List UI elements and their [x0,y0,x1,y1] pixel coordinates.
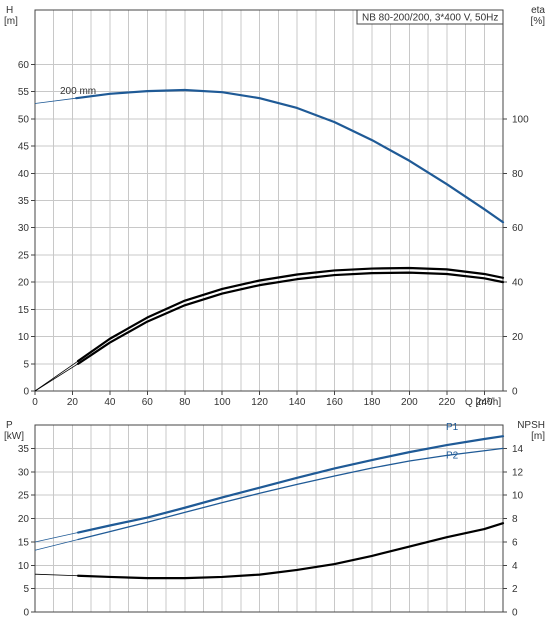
y-left-tick-label: 55 [18,87,30,98]
y-right-tick-label: 20 [512,332,524,343]
series-label-200mm: 200 mm [60,86,96,97]
y-right-axis-title: NPSH [517,420,545,431]
y-right-axis-unit: [m] [531,431,545,442]
y-left-axis-title: P [6,420,13,431]
y-right-tick-label: 10 [512,491,524,502]
y-left-axis-unit: [kW] [4,431,24,442]
x-tick-label: 0 [32,397,38,408]
y-right-tick-label: 4 [512,561,518,572]
series-extrapolation-line [34,573,79,577]
x-tick-label: 120 [251,397,268,408]
y-left-tick-label: 45 [18,142,30,153]
y-left-tick-label: 10 [18,561,30,572]
x-tick-label: 160 [326,397,343,408]
chart-title-box [356,9,504,25]
y-right-tick-label: 60 [512,223,524,234]
y-right-tick-label: 80 [512,169,524,180]
x-tick-label: 20 [67,397,79,408]
x-tick-label: 140 [289,397,306,408]
series-line-1 [77,447,504,541]
y-right-tick-label: 0 [512,387,518,398]
y-right-tick-label: 12 [512,467,524,478]
x-tick-label: 220 [438,397,455,408]
chart-title: NB 80-200/200, 3*400 V, 50Hz [362,13,498,24]
y-right-tick-label: 6 [512,537,518,548]
y-right-tick-label: 8 [512,514,518,525]
y-right-tick-label: 2 [512,584,518,595]
y-left-tick-label: 60 [18,60,30,71]
y-left-tick-label: 15 [18,305,30,316]
y-right-tick-label: 40 [512,278,524,289]
y-left-tick-label: 25 [18,491,30,502]
y-left-axis-unit: [m] [4,16,18,27]
series-extrapolation-line [34,532,79,543]
series-line-2 [76,271,505,365]
series-label-p1: P1 [446,422,459,433]
y-right-axis-title: eta [531,5,545,16]
y-left-tick-label: 30 [18,467,30,478]
y-left-tick-label: 35 [18,444,30,455]
series-line-2 [76,522,505,580]
y-left-tick-label: 50 [18,114,30,125]
y-left-tick-label: 15 [18,537,30,548]
y-left-tick-label: 40 [18,169,30,180]
series-label-p2: P2 [446,450,459,461]
y-left-tick-label: 30 [18,223,30,234]
y-left-tick-label: 5 [23,584,29,595]
y-left-tick-label: 5 [23,359,29,370]
y-left-tick-label: 10 [18,332,30,343]
y-left-axis-title: H [6,5,13,16]
y-left-tick-label: 20 [18,514,30,525]
series-line-0 [76,435,505,534]
y-left-tick-label: 0 [23,387,29,398]
x-tick-label: 60 [142,397,154,408]
series-extrapolation-line [34,539,79,551]
x-tick-label: 40 [104,397,116,408]
y-right-tick-label: 14 [512,444,524,455]
series-extrapolation-line [34,97,77,104]
series-line-0 [75,88,505,224]
x-tick-label: 200 [401,397,418,408]
series-extrapolation-line [34,363,79,392]
y-left-tick-label: 20 [18,278,30,289]
x-axis-title: Q [m³/h] [465,397,501,408]
y-left-tick-label: 0 [23,608,29,619]
x-tick-label: 180 [364,397,381,408]
x-tick-label: 80 [179,397,191,408]
y-left-tick-label: 35 [18,196,30,207]
x-tick-label: 240 [476,397,493,408]
y-right-axis-unit: [%] [531,16,546,27]
y-right-tick-label: 0 [512,608,518,619]
y-left-tick-label: 25 [18,250,30,261]
series-line-1 [76,266,505,363]
x-tick-label: 100 [214,397,231,408]
y-right-tick-label: 100 [512,114,529,125]
